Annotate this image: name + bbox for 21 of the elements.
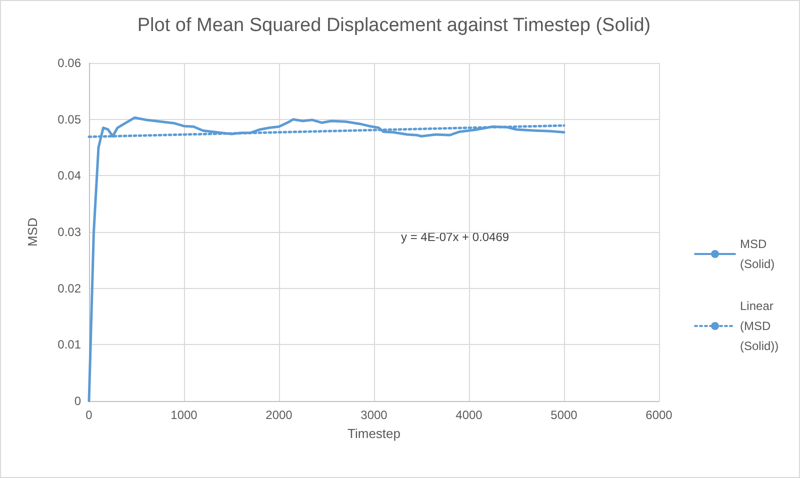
y-axis-title: MSD: [25, 218, 40, 246]
x-tick-label: 3000: [360, 408, 388, 422]
x-tick-label: 2000: [266, 408, 293, 422]
legend-label: Linear (MSD (Solid)): [740, 299, 779, 353]
x-axis-title: Timestep: [348, 426, 400, 441]
line-series: [88, 116, 566, 402]
annotation: y = 4E-07x + 0.0469: [401, 230, 510, 244]
x-tick-label: 6000: [646, 408, 673, 422]
chart-title: Plot of Mean Squared Displacement against Timestep (Solid): [137, 15, 651, 36]
x-tick-label: 0: [86, 408, 93, 422]
y-tick-label: 0.06: [58, 56, 82, 70]
x-tick-label: 1000: [170, 408, 198, 422]
y-tick-label: 0: [74, 394, 82, 408]
y-tick-label: 0.03: [58, 225, 82, 239]
x-tick-label: 4000: [456, 408, 483, 422]
x-tick-label: 5000: [550, 408, 578, 422]
y-tick-label: 0.01: [58, 338, 82, 352]
y-tick-label: 0.04: [58, 168, 82, 183]
y-tick-label: 0.05: [58, 112, 82, 126]
y-tick-label: 0.02: [58, 281, 82, 296]
legend-label: MSD (Solid): [740, 237, 775, 271]
